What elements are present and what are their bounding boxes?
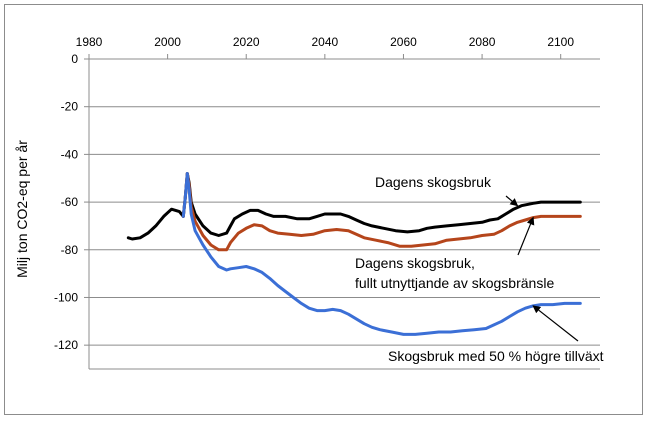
x-tick-label: 2040 — [311, 35, 338, 49]
x-tick-label: 2000 — [154, 35, 181, 49]
annotation-text-1: Dagens skogsbruk — [375, 174, 492, 190]
annotation-arrow-3 — [532, 305, 579, 342]
y-tick-label: -80 — [61, 243, 79, 257]
y-tick-label: 0 — [71, 52, 78, 66]
y-tick-label: -60 — [61, 195, 79, 209]
y-tick-label: -40 — [61, 147, 79, 161]
annotation-arrow-1 — [505, 195, 519, 207]
annotation-text-2: fullt utnyttjande av skogsbränsle — [355, 275, 554, 291]
x-tick-label: 1980 — [76, 35, 103, 49]
y-tick-label: -20 — [61, 100, 79, 114]
x-tick-label: 2020 — [233, 35, 260, 49]
chart-frame — [4, 4, 643, 415]
x-tick-label: 2080 — [469, 35, 496, 49]
y-axis-title: Milj ton CO2-eq per år — [14, 140, 30, 278]
annotation-arrow-2 — [517, 216, 535, 256]
x-tick-label: 2100 — [547, 35, 574, 49]
y-tick-label: -120 — [54, 338, 78, 352]
y-tick-label: -100 — [54, 290, 78, 304]
annotation-text-2: Dagens skogsbruk, — [355, 255, 475, 271]
series-line-2 — [181, 172, 582, 252]
series-line-3 — [181, 172, 582, 336]
x-tick-label: 2060 — [390, 35, 417, 49]
annotation-text-3: Skogsbruk med 50 % högre tillväxt — [388, 348, 604, 364]
